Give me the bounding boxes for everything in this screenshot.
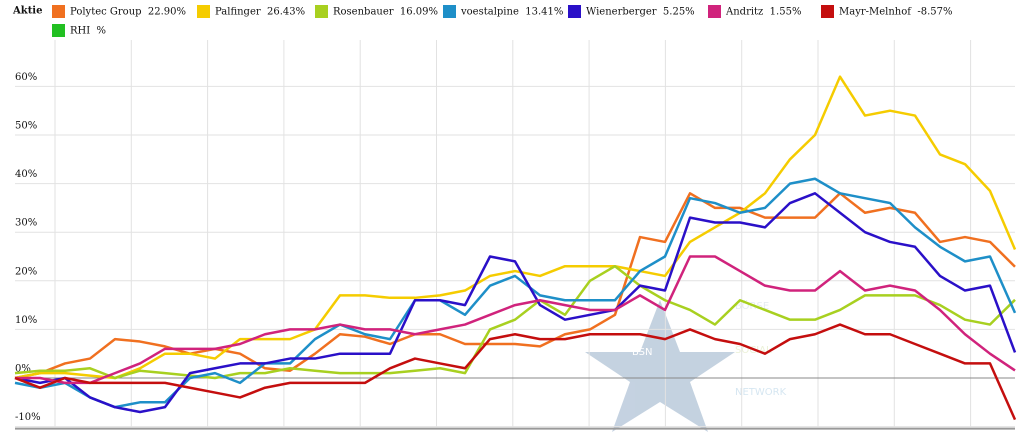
legend-label: Wienerberger 5.25% [586, 7, 695, 18]
legend-label: voestalpine 13.41% [460, 7, 563, 18]
legend-swatch [197, 5, 210, 18]
series-line [14, 323, 1017, 421]
y-tick-label: 30% [15, 218, 37, 229]
series-line [14, 192, 1016, 380]
legend-label: Palfinger 26.43% [215, 7, 305, 18]
legend-label: Polytec Group 22.90% [70, 7, 186, 18]
legend-label: Andritz 1.55% [725, 7, 801, 18]
legend-label: Rosenbauer 16.09% [333, 7, 438, 18]
watermark-logo: BSN [632, 347, 653, 358]
y-tick-label: -10% [15, 412, 41, 423]
series-line [14, 264, 1016, 380]
legend-title: Aktie [12, 6, 42, 17]
y-tick-label: 50% [15, 121, 37, 132]
legend-swatch [568, 5, 581, 18]
watermark-line: NETWORK [735, 387, 787, 398]
watermark-star [585, 300, 735, 432]
y-tick-label: 10% [15, 315, 37, 326]
series-line [14, 75, 1017, 380]
series-line [15, 255, 1016, 385]
legend-swatch [708, 5, 721, 18]
legend-swatch [315, 5, 328, 18]
legend-swatch [52, 24, 65, 37]
legend-swatch [821, 5, 834, 18]
y-tick-label: 60% [15, 72, 37, 83]
legend-swatch [443, 5, 456, 18]
y-tick-label: 40% [15, 169, 37, 180]
watermark: BSN BÖRSE SOCIAL NETWORK [585, 299, 787, 432]
legend-label: Mayr-Melnhof -8.57% [839, 7, 952, 18]
series-line [14, 192, 1017, 414]
y-tick-label: 0% [15, 364, 31, 375]
legend-swatch [52, 5, 65, 18]
legend-label: RHI % [70, 26, 106, 37]
y-tick-label: 20% [15, 266, 37, 277]
plot: -10% 0% 10% 20% 30% 40% 50% 60% [14, 40, 1017, 430]
